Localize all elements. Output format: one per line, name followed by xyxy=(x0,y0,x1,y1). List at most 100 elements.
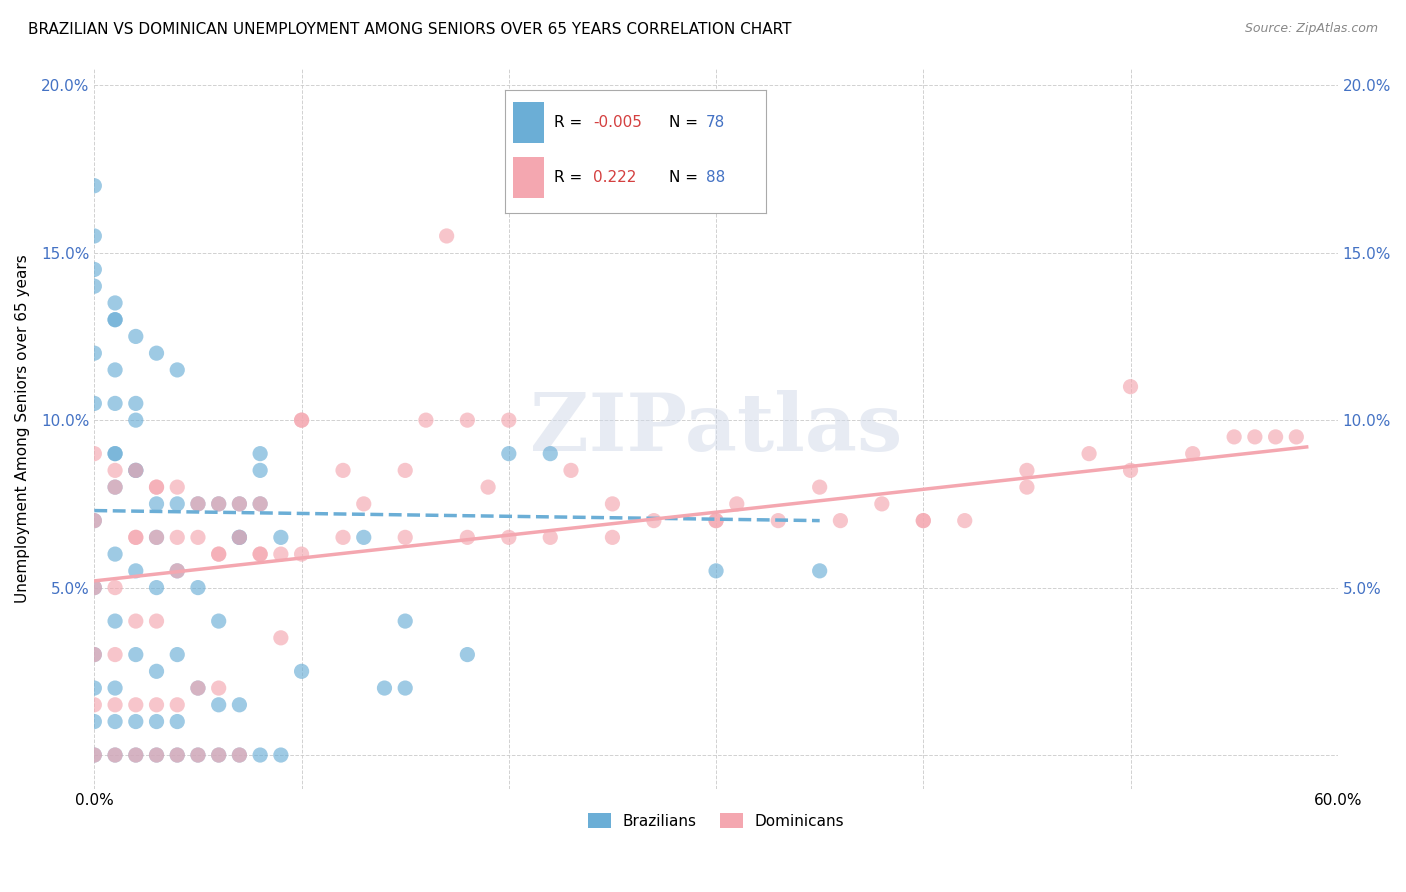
Point xyxy=(104,747,127,762)
Point xyxy=(498,447,520,461)
Point xyxy=(145,581,167,595)
Point xyxy=(332,530,354,544)
Point xyxy=(83,396,105,410)
Point xyxy=(456,530,478,544)
Point xyxy=(83,178,105,193)
Point xyxy=(166,648,188,662)
Point xyxy=(145,665,167,679)
Point xyxy=(187,747,209,762)
Point xyxy=(104,714,127,729)
Point xyxy=(83,229,105,244)
Point xyxy=(145,614,167,628)
Point xyxy=(208,497,231,511)
Point xyxy=(270,547,292,561)
Point xyxy=(187,497,209,511)
Point xyxy=(704,564,727,578)
Point xyxy=(145,698,167,712)
Point xyxy=(187,530,209,544)
Text: ZIPatlas: ZIPatlas xyxy=(530,390,903,467)
Point xyxy=(187,581,209,595)
Point xyxy=(830,514,852,528)
Point xyxy=(125,396,148,410)
Point xyxy=(125,463,148,477)
Point xyxy=(394,614,416,628)
Point xyxy=(145,747,167,762)
Point xyxy=(1181,447,1204,461)
Point xyxy=(125,463,148,477)
Point xyxy=(249,747,271,762)
Point xyxy=(704,514,727,528)
Point xyxy=(228,747,250,762)
Point xyxy=(145,714,167,729)
Point xyxy=(104,681,127,695)
Point xyxy=(104,747,127,762)
Point xyxy=(125,747,148,762)
Point xyxy=(498,530,520,544)
Point xyxy=(125,648,148,662)
Point xyxy=(145,530,167,544)
Point xyxy=(456,648,478,662)
Point xyxy=(643,514,665,528)
Point xyxy=(1078,447,1101,461)
Point xyxy=(249,447,271,461)
Point xyxy=(1119,379,1142,393)
Point xyxy=(166,747,188,762)
Point xyxy=(270,530,292,544)
Point xyxy=(145,747,167,762)
Point xyxy=(125,698,148,712)
Point xyxy=(83,447,105,461)
Point xyxy=(83,681,105,695)
Point xyxy=(228,530,250,544)
Point xyxy=(228,497,250,511)
Point xyxy=(290,413,312,427)
Point xyxy=(228,530,250,544)
Point xyxy=(83,514,105,528)
Point xyxy=(104,648,127,662)
Point xyxy=(166,363,188,377)
Point xyxy=(1223,430,1246,444)
Point xyxy=(125,714,148,729)
Point xyxy=(125,530,148,544)
Point xyxy=(353,530,375,544)
Point xyxy=(166,480,188,494)
Point xyxy=(145,480,167,494)
Point xyxy=(415,413,437,427)
Point xyxy=(353,497,375,511)
Point xyxy=(538,447,561,461)
Point xyxy=(83,581,105,595)
Point xyxy=(249,547,271,561)
Point xyxy=(208,547,231,561)
Point xyxy=(249,463,271,477)
Point xyxy=(83,581,105,595)
Point xyxy=(187,681,209,695)
Point xyxy=(270,747,292,762)
Point xyxy=(125,413,148,427)
Point xyxy=(394,530,416,544)
Point xyxy=(145,530,167,544)
Point xyxy=(602,497,624,511)
Point xyxy=(208,747,231,762)
Y-axis label: Unemployment Among Seniors over 65 years: Unemployment Among Seniors over 65 years xyxy=(15,254,30,603)
Point xyxy=(704,514,727,528)
Point xyxy=(228,530,250,544)
Point xyxy=(249,497,271,511)
Point xyxy=(394,681,416,695)
Point xyxy=(208,614,231,628)
Point xyxy=(83,747,105,762)
Point xyxy=(477,480,499,494)
Point xyxy=(456,413,478,427)
Point xyxy=(602,530,624,544)
Point xyxy=(104,463,127,477)
Text: Source: ZipAtlas.com: Source: ZipAtlas.com xyxy=(1244,22,1378,36)
Point xyxy=(725,497,748,511)
Point xyxy=(912,514,935,528)
Point xyxy=(166,564,188,578)
Point xyxy=(166,698,188,712)
Point xyxy=(83,262,105,277)
Point xyxy=(83,747,105,762)
Point xyxy=(228,698,250,712)
Point xyxy=(187,747,209,762)
Point xyxy=(125,463,148,477)
Point xyxy=(373,681,395,695)
Point xyxy=(808,480,831,494)
